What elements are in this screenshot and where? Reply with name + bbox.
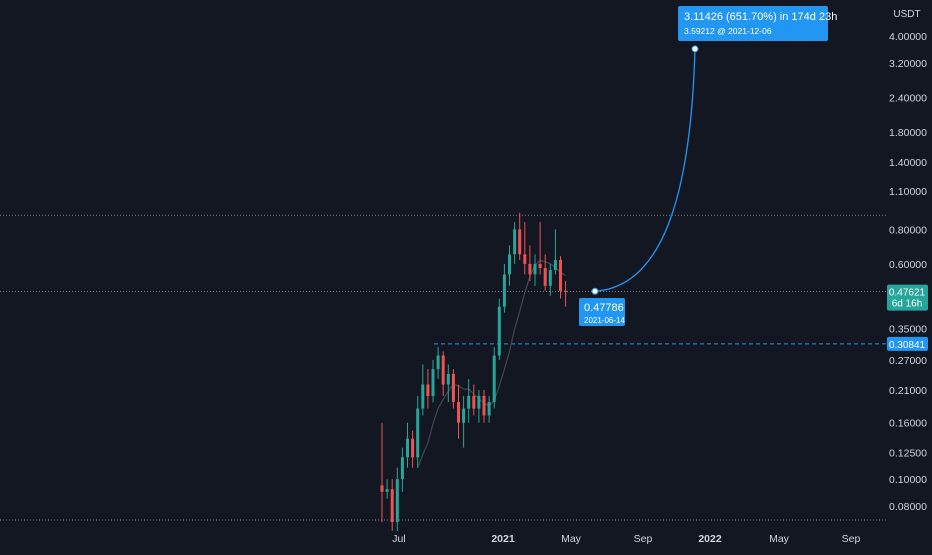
candle-body[interactable] <box>395 479 399 523</box>
candle-body[interactable] <box>553 259 557 271</box>
y-tick-label: 1.80000 <box>889 127 927 139</box>
moving-average-line <box>417 259 566 469</box>
y-tick-label: 0.08000 <box>889 501 927 513</box>
candle-body[interactable] <box>523 254 527 264</box>
candle-body[interactable] <box>441 355 445 385</box>
projection-curve[interactable] <box>594 48 696 292</box>
candle-body[interactable] <box>497 306 501 356</box>
projection-target-text: 3.59212 @ 2021-12-06 <box>684 26 772 36</box>
y-tick-label: 0.12500 <box>889 447 927 459</box>
candle-body[interactable] <box>400 457 404 480</box>
x-tick-label: Sep <box>634 533 653 545</box>
unit-label[interactable]: USDT <box>893 9 920 20</box>
projection-start-label <box>579 298 625 326</box>
candle-body[interactable] <box>385 489 389 492</box>
support-price-value: 0.30841 <box>889 340 926 351</box>
candle-body[interactable] <box>467 395 471 409</box>
candle-body[interactable] <box>457 402 460 423</box>
y-tick-label: 0.16000 <box>889 418 927 430</box>
x-tick-label: Sep <box>842 533 861 545</box>
projection-start-price: 0.47786 <box>584 302 624 314</box>
candle-body[interactable] <box>482 395 486 416</box>
projection-change-label <box>678 6 828 41</box>
x-tick-label: May <box>561 533 582 545</box>
y-tick-label: 0.27000 <box>889 355 927 367</box>
y-tick-label: 0.10000 <box>889 474 927 486</box>
projection-change-text: 3.11426 (651.70%) in 174d 23h <box>684 11 837 23</box>
candle-body[interactable] <box>406 438 409 458</box>
y-tick-label: 3.20000 <box>889 58 927 70</box>
candle-body[interactable] <box>446 374 450 385</box>
candle-body[interactable] <box>390 489 394 523</box>
y-tick-label: 0.80000 <box>889 224 927 236</box>
candle-body[interactable] <box>492 355 496 403</box>
candle-body[interactable] <box>431 369 435 396</box>
candle-body[interactable] <box>533 263 537 275</box>
candle-body[interactable] <box>487 402 491 416</box>
candle-body[interactable] <box>513 229 517 255</box>
candle-body[interactable] <box>538 263 542 268</box>
x-tick-label: 2021 <box>491 533 515 545</box>
y-tick-label: 0.21000 <box>889 385 927 397</box>
candle-body[interactable] <box>559 259 562 291</box>
x-tick-label: 2022 <box>698 533 722 545</box>
y-tick-label: 2.40000 <box>889 92 927 104</box>
x-tick-label: May <box>769 533 790 545</box>
y-tick-label: 1.10000 <box>889 186 927 198</box>
y-tick-label: 0.35000 <box>889 324 927 336</box>
candle-body[interactable] <box>426 384 430 396</box>
projection-end-point[interactable] <box>691 45 699 53</box>
candle-body[interactable] <box>421 384 425 409</box>
last-price-label <box>887 284 928 311</box>
candle-body[interactable] <box>472 395 476 409</box>
x-tick-label: Jul <box>392 533 405 545</box>
candle-body[interactable] <box>380 485 384 492</box>
support-price-label <box>887 336 928 351</box>
y-tick-label: 0.60000 <box>889 259 927 271</box>
candle-body[interactable] <box>564 290 568 292</box>
candle-body[interactable] <box>502 274 506 307</box>
candle-body[interactable] <box>477 395 481 409</box>
candle-body[interactable] <box>528 263 532 275</box>
candle-body[interactable] <box>518 229 522 255</box>
candle-body[interactable] <box>436 355 440 370</box>
projection-start-point[interactable] <box>591 287 599 295</box>
projection-start-date: 2021-06-14 <box>584 316 625 325</box>
candle-body[interactable] <box>508 254 511 275</box>
last-price-value: 0.47621 <box>889 288 926 299</box>
y-tick-label: 1.40000 <box>889 157 927 169</box>
candle-body[interactable] <box>411 438 415 458</box>
candle-body[interactable] <box>543 267 547 286</box>
candle-body[interactable] <box>416 408 420 458</box>
countdown-text: 6d 16h <box>892 299 923 310</box>
candle-body[interactable] <box>548 270 552 286</box>
y-tick-label: 4.00000 <box>889 31 927 43</box>
candle-body[interactable] <box>462 408 466 423</box>
candle-body[interactable] <box>451 374 455 403</box>
